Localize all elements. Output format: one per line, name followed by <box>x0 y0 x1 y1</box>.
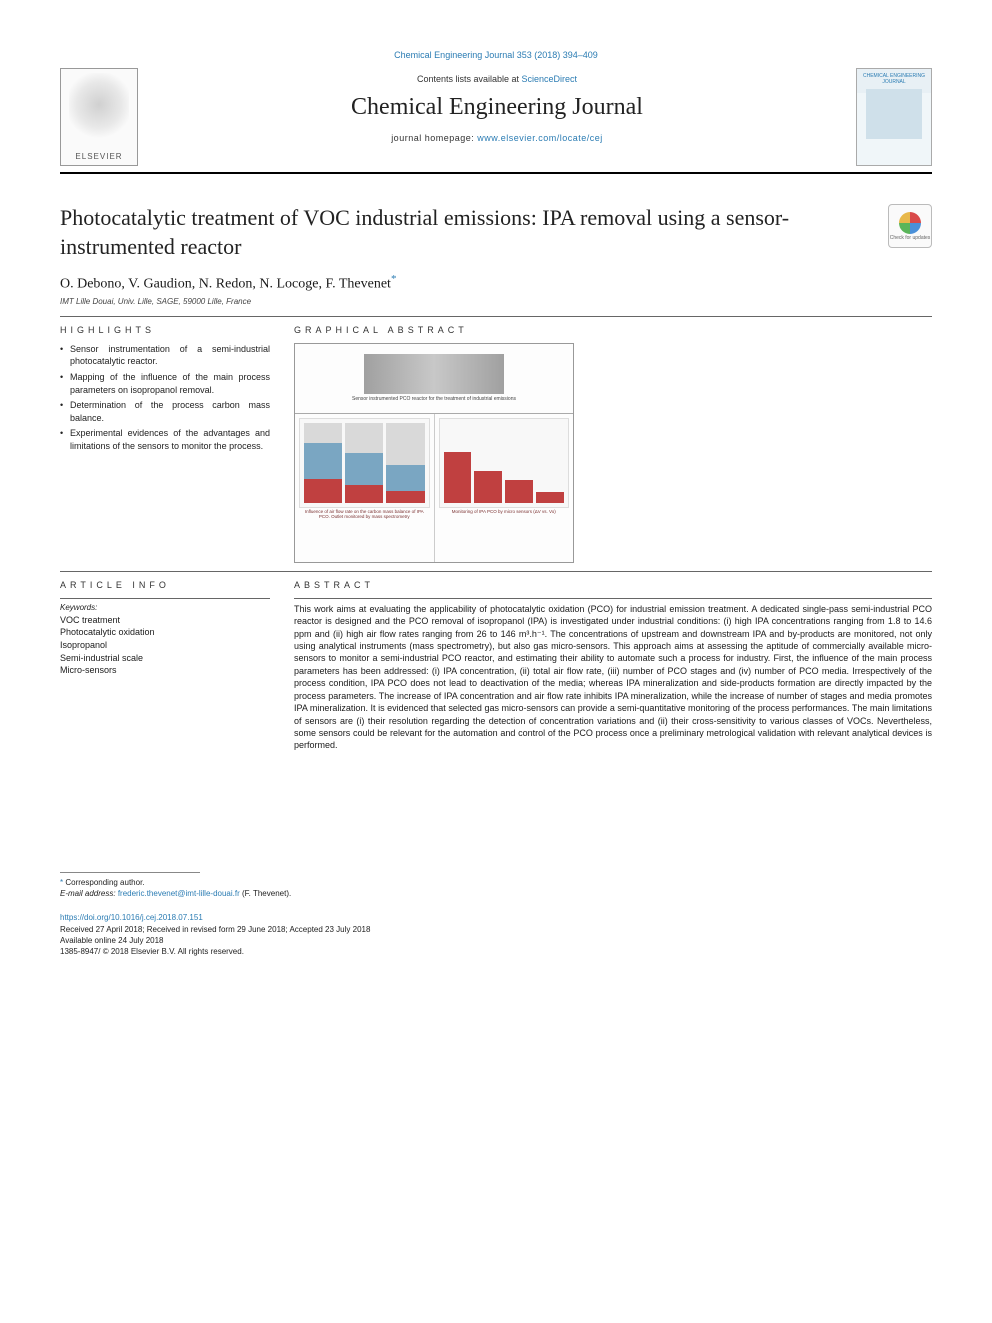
ga-right-panel: Monitoring of IPA PCO by micro sensors (… <box>435 414 574 562</box>
authors: O. Debono, V. Gaudion, N. Redon, N. Loco… <box>60 273 932 293</box>
elsevier-tree-icon <box>69 73 129 152</box>
graphical-abstract-heading: GRAPHICAL ABSTRACT <box>294 325 932 335</box>
highlights-heading: HIGHLIGHTS <box>60 325 270 335</box>
sciencedirect-link[interactable]: ScienceDirect <box>522 74 578 84</box>
crossmark-icon <box>899 212 921 234</box>
journal-name: Chemical Engineering Journal <box>150 94 844 121</box>
divider <box>60 571 932 572</box>
footnote-rule <box>60 872 200 873</box>
stacked-bar-chart <box>299 418 430 508</box>
keyword: Isopropanol <box>60 639 270 652</box>
keywords-label: Keywords: <box>60 603 270 612</box>
highlight-item: Experimental evidences of the advantages… <box>60 427 270 452</box>
copyright: 1385-8947/ © 2018 Elsevier B.V. All righ… <box>60 946 932 957</box>
cover-image-icon <box>866 89 922 139</box>
doi-link[interactable]: https://doi.org/10.1016/j.cej.2018.07.15… <box>60 913 932 922</box>
homepage-prefix: journal homepage: <box>391 133 477 143</box>
corresponding-footnote: * Corresponding author. E-mail address: … <box>60 877 932 899</box>
ga-right-caption: Monitoring of IPA PCO by micro sensors (… <box>452 510 556 515</box>
email-link[interactable]: frederic.thevenet@imt-lille-douai.fr <box>118 889 240 898</box>
cover-title: CHEMICAL ENGINEERING JOURNAL <box>861 73 927 85</box>
divider <box>294 598 932 599</box>
sensor-bar-chart <box>439 418 570 508</box>
journal-cover-thumb: CHEMICAL ENGINEERING JOURNAL <box>856 68 932 166</box>
keyword: Photocatalytic oxidation <box>60 626 270 639</box>
ga-top-caption: Sensor instrumented PCO reactor for the … <box>352 396 516 402</box>
ga-left-caption: Influence of air flow rate on the carbon… <box>299 510 430 520</box>
email-author: (F. Thevenet). <box>242 889 291 898</box>
highlights-list: Sensor instrumentation of a semi-industr… <box>60 343 270 453</box>
corr-label: Corresponding author. <box>65 878 144 887</box>
ga-left-panel: Influence of air flow rate on the carbon… <box>295 414 435 562</box>
corresponding-marker: * <box>391 273 397 285</box>
article-info-heading: ARTICLE INFO <box>60 580 270 590</box>
journal-header: ELSEVIER Contents lists available at Sci… <box>60 68 932 174</box>
highlight-item: Sensor instrumentation of a semi-industr… <box>60 343 270 368</box>
header-center: Contents lists available at ScienceDirec… <box>138 68 856 166</box>
running-head: Chemical Engineering Journal 353 (2018) … <box>60 50 932 60</box>
keyword: VOC treatment <box>60 614 270 627</box>
author-list: O. Debono, V. Gaudion, N. Redon, N. Loco… <box>60 277 391 292</box>
crossmark-badge[interactable]: Check for updates <box>888 204 932 248</box>
highlights-row: HIGHLIGHTS Sensor instrumentation of a s… <box>60 325 932 563</box>
keyword: Micro-sensors <box>60 664 270 677</box>
contents-prefix: Contents lists available at <box>417 74 522 84</box>
crossmark-label: Check for updates <box>890 236 931 241</box>
ga-bottom-row: Influence of air flow rate on the carbon… <box>295 414 573 562</box>
title-row: Photocatalytic treatment of VOC industri… <box>60 204 932 261</box>
ga-top-panel: Sensor instrumented PCO reactor for the … <box>295 344 573 414</box>
highlight-item: Mapping of the influence of the main pro… <box>60 371 270 396</box>
publisher-name: ELSEVIER <box>75 152 122 161</box>
email-label: E-mail address: <box>60 889 116 898</box>
contents-line: Contents lists available at ScienceDirec… <box>150 74 844 84</box>
abstract-heading: ABSTRACT <box>294 580 932 590</box>
graphical-abstract-figure: Sensor instrumented PCO reactor for the … <box>294 343 574 563</box>
article-title: Photocatalytic treatment of VOC industri… <box>60 204 876 261</box>
publisher-logo: ELSEVIER <box>60 68 138 166</box>
info-abstract-row: ARTICLE INFO Keywords: VOC treatment Pho… <box>60 580 932 752</box>
homepage-line: journal homepage: www.elsevier.com/locat… <box>150 133 844 143</box>
reactor-photo-icon <box>364 354 504 394</box>
article-history: Received 27 April 2018; Received in revi… <box>60 924 932 935</box>
divider <box>60 598 270 599</box>
divider <box>60 316 932 317</box>
homepage-link[interactable]: www.elsevier.com/locate/cej <box>477 133 603 143</box>
footnote-marker: * <box>60 878 63 887</box>
keywords-list: VOC treatment Photocatalytic oxidation I… <box>60 614 270 677</box>
keyword: Semi-industrial scale <box>60 652 270 665</box>
abstract-text: This work aims at evaluating the applica… <box>294 603 932 752</box>
online-date: Available online 24 July 2018 <box>60 935 932 946</box>
affiliation: IMT Lille Douai, Univ. Lille, SAGE, 5900… <box>60 297 932 306</box>
highlight-item: Determination of the process carbon mass… <box>60 399 270 424</box>
